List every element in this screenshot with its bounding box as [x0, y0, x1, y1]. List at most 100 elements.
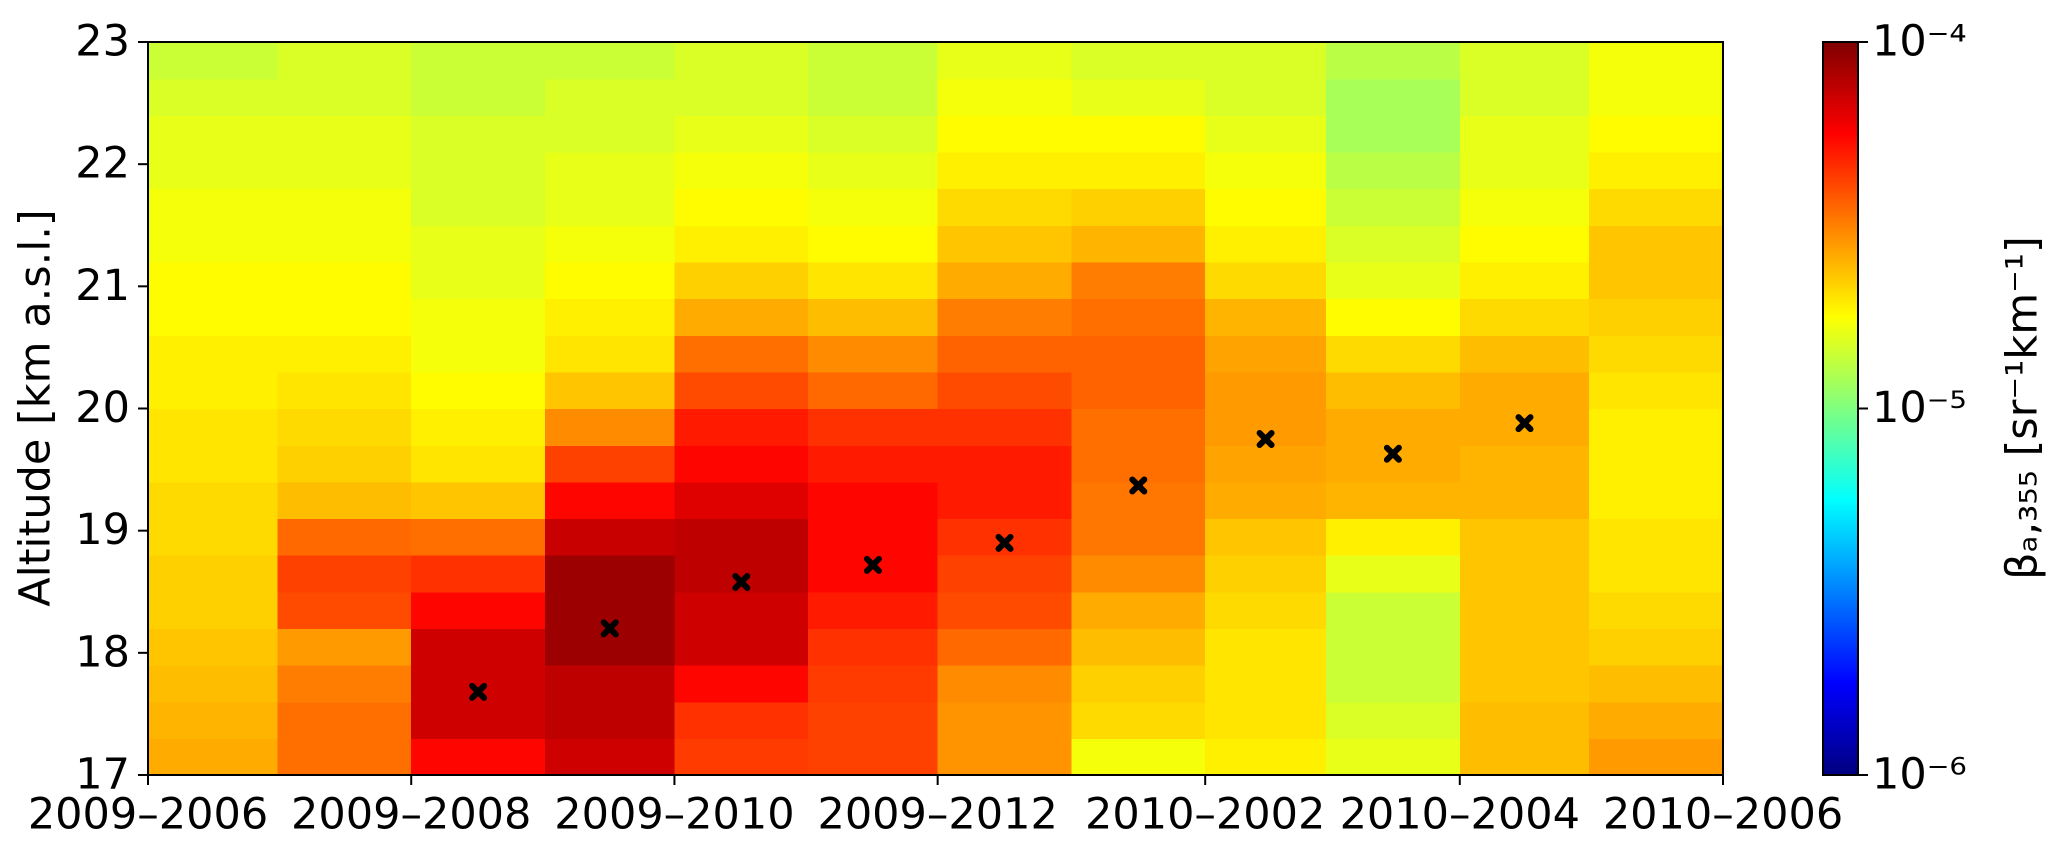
heatmap-cell [544, 408, 676, 446]
heatmap-cell [544, 261, 676, 300]
heatmap-cell [1589, 335, 1724, 373]
heatmap-cell [1459, 151, 1590, 190]
heatmap-cell [808, 591, 939, 629]
heatmap-cell [1326, 188, 1461, 226]
heatmap-cell [937, 518, 1073, 556]
heatmap-cell [411, 151, 546, 190]
heatmap-cell [277, 42, 412, 80]
heatmap-cell [1071, 298, 1206, 336]
heatmap-cell [937, 335, 1073, 373]
heatmap-cell [277, 151, 412, 190]
heatmap-cell [544, 518, 676, 556]
heatmap-cell [937, 115, 1073, 153]
heatmap-cell [674, 261, 809, 300]
heatmap-cell [937, 78, 1073, 116]
heatmap-cell [1205, 261, 1327, 300]
heatmap-cell [1459, 518, 1590, 556]
heatmap-cell [1205, 738, 1327, 776]
heatmap-cell [1589, 78, 1724, 116]
heatmap-cell [1326, 555, 1461, 593]
heatmap-cell [544, 555, 676, 593]
heatmap-cell [544, 738, 676, 776]
heatmap-cell [411, 42, 546, 80]
heatmap-cell [544, 591, 676, 629]
heatmap-cell [1071, 738, 1206, 776]
heatmap-cell [148, 151, 279, 190]
heatmap-cell [411, 555, 546, 593]
heatmap-cell [937, 628, 1073, 666]
heatmap-cell [937, 445, 1073, 483]
heatmap-cell [544, 115, 676, 153]
heatmap-cell [1326, 591, 1461, 629]
heatmap-cell [937, 408, 1073, 446]
heatmap-cell [808, 335, 939, 373]
heatmap-cell [277, 115, 412, 153]
colorbar-tick-label: 10⁻⁵ [1872, 383, 1967, 433]
colorbar-tick-label: 10⁻⁴ [1872, 17, 1967, 67]
heatmap-cell [808, 151, 939, 190]
heatmap-cell [1459, 335, 1590, 373]
heatmap-cell [1589, 628, 1724, 666]
x-tick-label: 2009–2012 [817, 790, 1057, 840]
heatmap-cell [1459, 701, 1590, 739]
heatmap-cell [1071, 115, 1206, 153]
heatmap-cell [1326, 115, 1461, 153]
heatmap-cell [411, 225, 546, 263]
heatmap-cell [937, 371, 1073, 410]
heatmap-cell [148, 225, 279, 263]
heatmap-cell [937, 188, 1073, 226]
y-axis-label: Altitude [km a.s.l.] [11, 209, 61, 606]
x-tick-label: 2009–2008 [291, 790, 531, 840]
heatmap-cell [674, 115, 809, 153]
heatmap-cell [1589, 701, 1724, 739]
heatmap-cell [808, 445, 939, 483]
heatmap-cell [411, 445, 546, 483]
marker [1129, 476, 1148, 495]
heatmap-cell [937, 42, 1073, 80]
heatmap-cell [1589, 591, 1724, 629]
heatmap-cell [1459, 481, 1590, 520]
heatmap-cell [148, 408, 279, 446]
heatmap-cell [808, 188, 939, 226]
heatmap-cell [544, 481, 676, 520]
heatmap-cell [808, 738, 939, 776]
heatmap-cell [1205, 42, 1327, 80]
heatmap-cell [1205, 371, 1327, 410]
heatmap-cell [277, 298, 412, 336]
heatmap-cell [544, 371, 676, 410]
heatmap-cell [937, 225, 1073, 263]
heatmap-cell [1071, 408, 1206, 446]
marker [600, 619, 619, 638]
heatmap-cell [674, 628, 809, 666]
heatmap-cell [674, 481, 809, 520]
heatmap-cell [1326, 665, 1461, 703]
heatmap-cell [1326, 518, 1461, 556]
heatmap-cell [674, 371, 809, 410]
x-tick-label: 2010–2006 [1603, 790, 1843, 840]
heatmap-cell [1589, 261, 1724, 300]
heatmap-cell [411, 481, 546, 520]
heatmap-cell [1205, 518, 1327, 556]
heatmap-cell [148, 298, 279, 336]
y-tick-label: 23 [75, 17, 130, 67]
heatmap-cell [544, 225, 676, 263]
heatmap-cell [1326, 78, 1461, 116]
heatmap-cell [1589, 298, 1724, 336]
heatmap-cell [1326, 701, 1461, 739]
heatmap-cell [1459, 445, 1590, 483]
heatmap-cell [277, 261, 412, 300]
heatmap-cell [674, 335, 809, 373]
heatmap-cell [937, 261, 1073, 300]
heatmap-cell [674, 225, 809, 263]
heatmap-cell [1326, 298, 1461, 336]
heatmap-cell [148, 78, 279, 116]
heatmap-cell [277, 78, 412, 116]
heatmap-cell [1071, 42, 1206, 80]
marker [1383, 444, 1402, 463]
heatmap-cell [277, 518, 412, 556]
heatmap-cell [277, 665, 412, 703]
heatmap-cell [1459, 591, 1590, 629]
heatmap-cell [544, 78, 676, 116]
heatmap-cell [1459, 628, 1590, 666]
heatmap-cell [674, 298, 809, 336]
